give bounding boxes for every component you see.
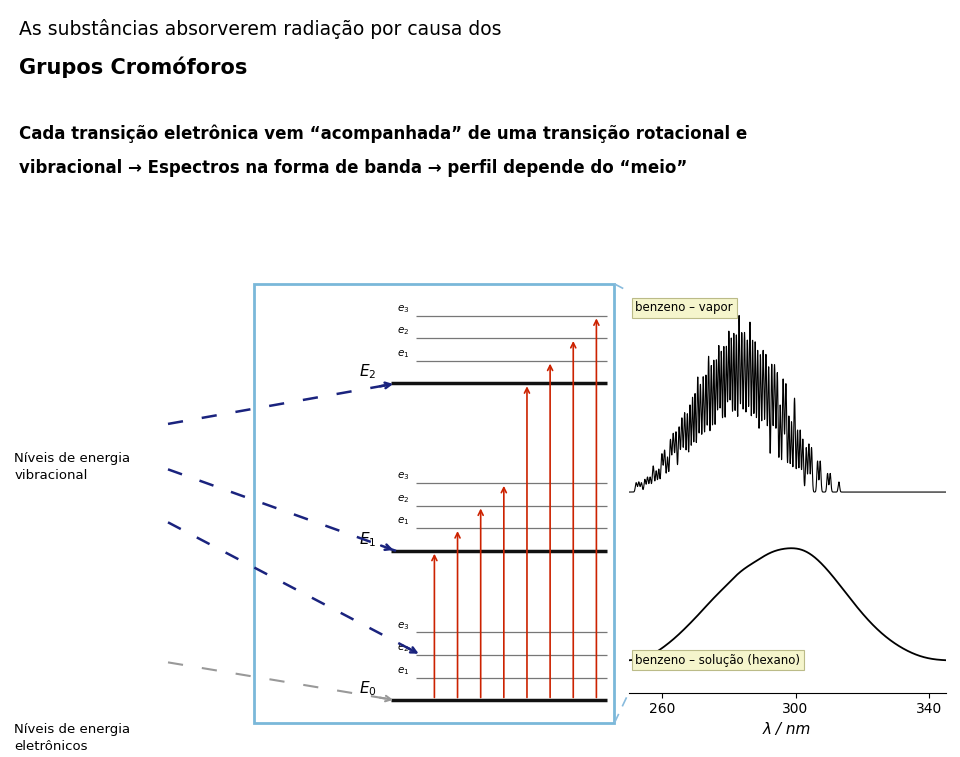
Text: Grupos Cromóforos: Grupos Cromóforos — [19, 57, 248, 78]
X-axis label: λ / nm: λ / nm — [763, 722, 811, 737]
Text: Cada transição eletrônica vem “acompanhada” de uma transição rotacional e: Cada transição eletrônica vem “acompanha… — [19, 125, 748, 143]
Text: $E_1$: $E_1$ — [359, 530, 376, 549]
Text: $E_2$: $E_2$ — [359, 363, 376, 382]
Text: As substâncias absorverem radiação por causa dos: As substâncias absorverem radiação por c… — [19, 19, 502, 39]
Text: benzeno – vapor: benzeno – vapor — [636, 301, 733, 314]
Text: Níveis de energia
vibracional: Níveis de energia vibracional — [14, 452, 131, 482]
Text: $e_1$: $e_1$ — [396, 665, 409, 677]
Text: $e_3$: $e_3$ — [396, 303, 409, 315]
Text: benzeno – solução (hexano): benzeno – solução (hexano) — [636, 653, 801, 667]
Text: $e_2$: $e_2$ — [397, 643, 409, 654]
Text: $e_2$: $e_2$ — [397, 326, 409, 338]
Text: $e_3$: $e_3$ — [396, 620, 409, 631]
Text: $e_2$: $e_2$ — [397, 493, 409, 505]
Text: $e_3$: $e_3$ — [396, 470, 409, 482]
Text: $E_0$: $E_0$ — [359, 679, 376, 698]
Text: $e_1$: $e_1$ — [396, 348, 409, 360]
Text: $e_1$: $e_1$ — [396, 516, 409, 528]
Text: Níveis de energia
eletrônicos: Níveis de energia eletrônicos — [14, 723, 131, 753]
Text: vibracional → Espectros na forma de banda → perfil depende do “meio”: vibracional → Espectros na forma de band… — [19, 159, 687, 177]
